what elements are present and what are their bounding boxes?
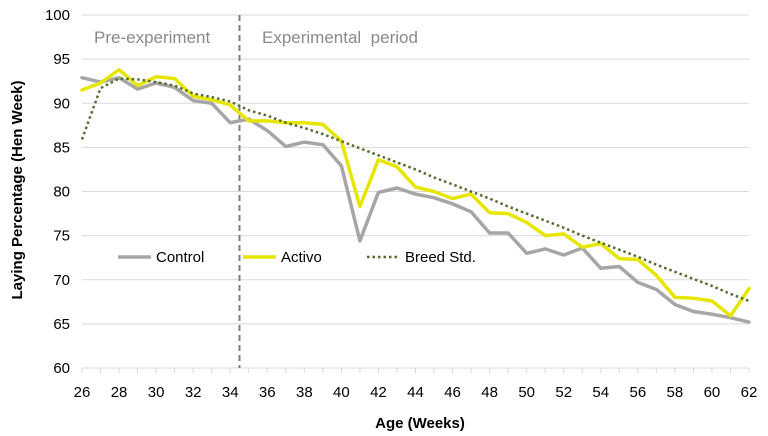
gridlines	[82, 14, 749, 325]
y-tick-label: 65	[53, 316, 70, 333]
x-tick-label: 56	[629, 384, 646, 401]
y-tick-label: 60	[53, 360, 70, 377]
y-tick-label: 100	[45, 7, 70, 24]
x-tick-label: 42	[370, 384, 387, 401]
x-tick-label: 32	[185, 384, 202, 401]
x-axis-title: Age (Weeks)	[375, 415, 465, 432]
y-tick-label: 75	[53, 228, 70, 245]
y-tick-label: 95	[53, 51, 70, 68]
legend-label: Breed Std.	[405, 249, 476, 266]
x-tick-label: 36	[259, 384, 276, 401]
x-tick-label: 60	[704, 384, 721, 401]
x-tick-label: 54	[592, 384, 609, 401]
region-label-experimental-period: Experimental period	[262, 28, 418, 47]
x-tick-label: 58	[667, 384, 684, 401]
region-label-pre-experiment: Pre-experiment	[94, 28, 210, 47]
y-tick-label: 70	[53, 272, 70, 289]
series-lines	[80, 67, 751, 324]
y-tick-label: 90	[53, 95, 70, 112]
x-tick-label: 40	[333, 384, 350, 401]
series-line-breed-std	[80, 77, 750, 303]
x-tick-label: 30	[148, 384, 165, 401]
y-axis-title: Laying Percentage (Hen Week)	[9, 81, 26, 300]
legend-label: Control	[156, 249, 204, 266]
x-tick-label: 48	[481, 384, 498, 401]
tick-labels: 60 65 70 75 80 85 90 95 100 26 28 30 32 34 36 38 40 42 44 4…	[45, 7, 757, 401]
series-line-control	[80, 75, 751, 324]
legend: Control Activo Breed Std.	[118, 249, 476, 266]
legend-label: Activo	[281, 249, 322, 266]
x-tick-label: 38	[296, 384, 313, 401]
x-tick-label: 52	[555, 384, 572, 401]
x-tick-label: 44	[407, 384, 424, 401]
x-tick-label: 34	[222, 384, 239, 401]
y-tick-label: 85	[53, 139, 70, 156]
axes	[81, 367, 750, 373]
x-tick-label: 46	[444, 384, 461, 401]
x-tick-label: 50	[518, 384, 535, 401]
period-regions: Pre-experiment Experimental period	[94, 15, 418, 368]
x-tick-label: 28	[111, 384, 128, 401]
x-tick-label: 62	[741, 384, 758, 401]
series-line-activo	[80, 67, 751, 318]
x-tick-label: 26	[74, 384, 91, 401]
y-tick-label: 80	[53, 184, 70, 201]
